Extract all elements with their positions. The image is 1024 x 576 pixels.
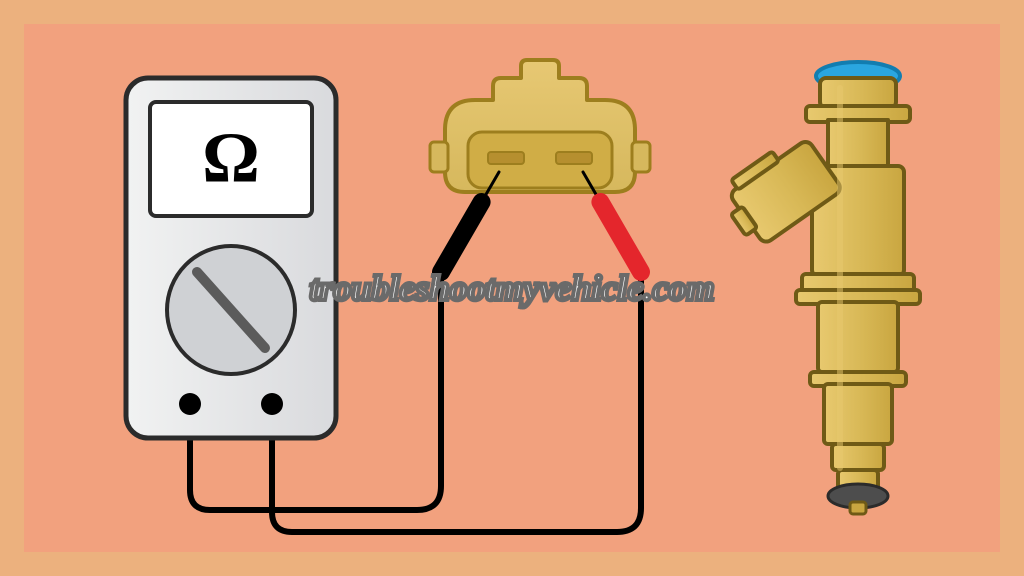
diagram-stage: Ω troubleshootmyvehicle.com [0, 0, 1024, 576]
ohm-symbol: Ω [202, 118, 260, 198]
diagram-svg: Ω [0, 0, 1024, 576]
